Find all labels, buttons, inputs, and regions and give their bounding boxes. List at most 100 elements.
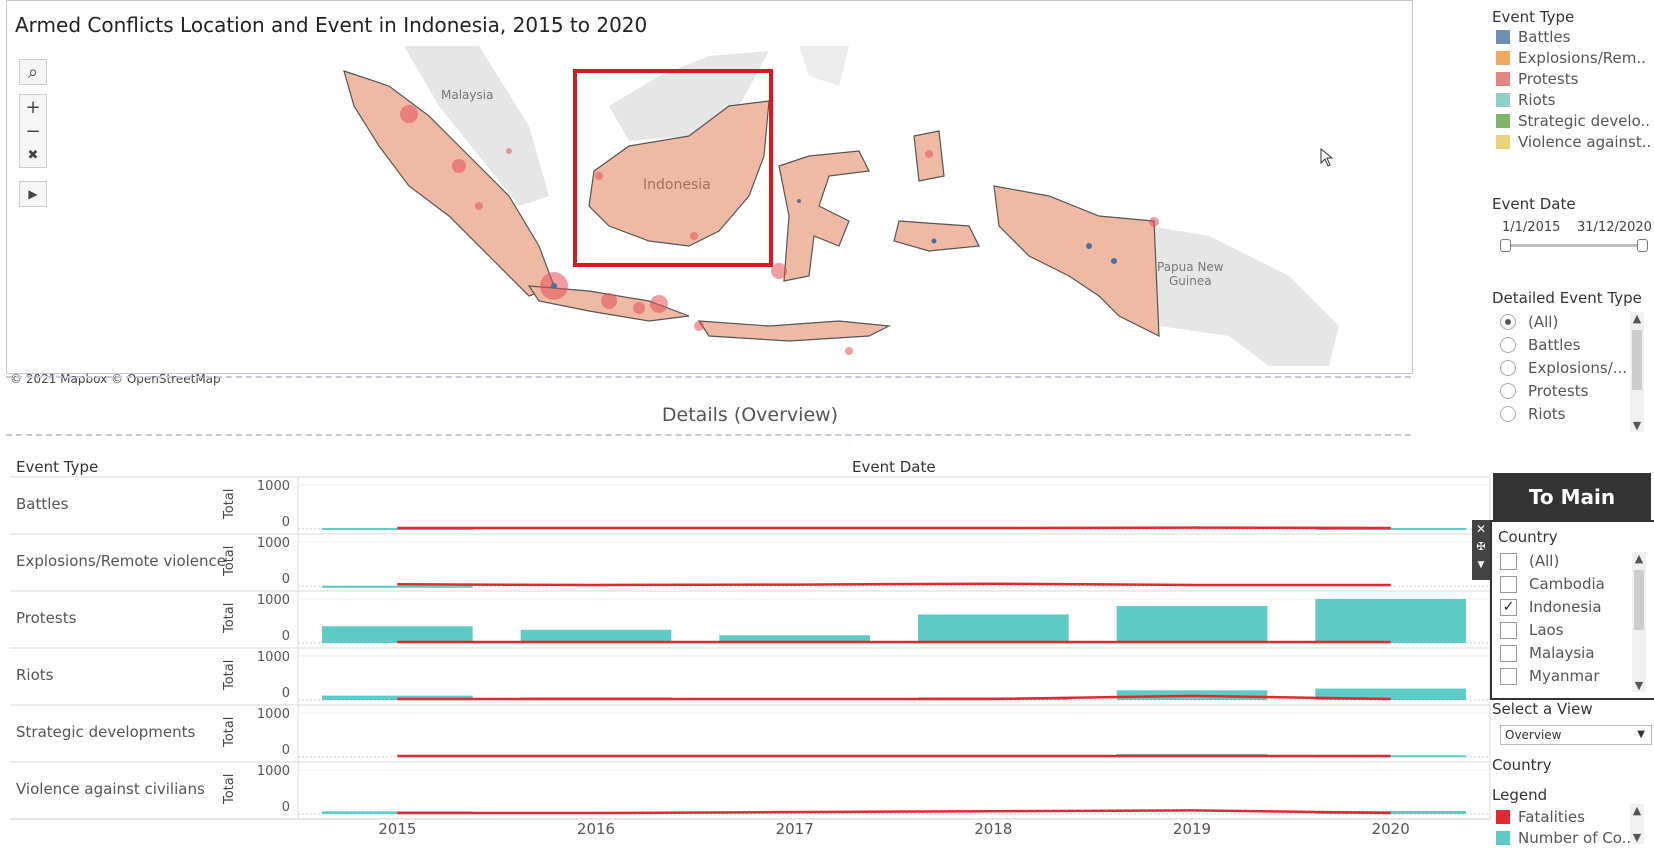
legend-item-event-type[interactable]: Protests [1496, 70, 1578, 88]
legend-item-label: Number of Co.. [1518, 829, 1632, 847]
detailed-option[interactable]: Riots [1500, 405, 1565, 423]
select-view-title: Select a View [1492, 700, 1593, 718]
search-icon[interactable]: ⌕ [27, 61, 39, 83]
scroll-thumb[interactable] [1634, 570, 1644, 630]
detailed-option[interactable]: (All) [1500, 313, 1558, 331]
detailed-option-label: Riots [1528, 405, 1566, 423]
country-option[interactable]: Malaysia [1500, 644, 1595, 662]
checkbox[interactable] [1500, 667, 1517, 685]
pin-icon[interactable]: ✠ [1476, 540, 1486, 553]
zoom-in-icon[interactable]: + [25, 96, 41, 118]
y-tick-label: 0 [281, 743, 290, 758]
close-icon[interactable]: ✕ [1475, 522, 1487, 536]
detailed-option-label: (All) [1528, 313, 1559, 331]
zoom-out-icon[interactable]: − [25, 120, 41, 142]
legend-item-event-type[interactable]: Riots [1496, 91, 1555, 109]
checkbox[interactable]: ✓ [1500, 598, 1517, 616]
country-option[interactable]: Myanmar [1500, 667, 1600, 685]
date-start: 1/1/2015 [1502, 220, 1561, 235]
y-axis-label: Total [222, 488, 237, 519]
radio-button[interactable] [1500, 314, 1516, 330]
y-axis-label: Total [222, 659, 237, 690]
y-tick-label: 0 [281, 572, 290, 587]
checkbox[interactable] [1500, 552, 1517, 570]
map-label-png-line1: Papua New [1157, 260, 1224, 274]
country-scrollbar[interactable]: ▲ ▼ [1632, 552, 1646, 692]
select-view-dropdown[interactable]: Overview ▼ [1500, 725, 1652, 745]
scroll-thumb[interactable] [1632, 330, 1642, 390]
country-option[interactable]: Cambodia [1500, 575, 1605, 593]
legend-item-event-type[interactable]: Strategic develo.. [1496, 112, 1650, 130]
chart-header-event-type: Event Type [16, 458, 99, 476]
detailed-option[interactable]: Battles [1500, 336, 1580, 354]
map-panel[interactable]: Armed Conflicts Location and Event in In… [6, 0, 1413, 374]
country-filter-title: Country [1498, 528, 1558, 546]
fatalities-line [397, 582, 1391, 587]
mouse-cursor-icon [1320, 148, 1334, 167]
map-label-png: Papua New Guinea [1157, 260, 1224, 288]
detailed-event-type-title: Detailed Event Type [1492, 289, 1642, 307]
select-view-value: Overview [1505, 728, 1562, 742]
y-axis-label: Total [222, 773, 237, 804]
y-axis-label: Total [222, 716, 237, 747]
radio-button[interactable] [1500, 383, 1516, 399]
country-label: Country [1492, 756, 1552, 774]
country-option[interactable]: Laos [1500, 621, 1564, 639]
detailed-scrollbar[interactable]: ▲ ▼ [1630, 312, 1644, 432]
country-option-label: Indonesia [1529, 598, 1602, 616]
legend-item-event-type[interactable]: Explosions/Rem.. [1496, 49, 1646, 67]
checkbox[interactable] [1500, 644, 1517, 662]
scroll-down-icon[interactable]: ▼ [1632, 831, 1642, 844]
detailed-option[interactable]: Explosions/... [1500, 359, 1627, 377]
bar [1116, 606, 1268, 643]
chevron-down-icon[interactable]: ▼ [1477, 560, 1485, 570]
scroll-up-icon[interactable]: ▲ [1632, 312, 1642, 325]
country-option[interactable]: ✓ Indonesia [1500, 598, 1602, 616]
y-tick-label: 1000 [256, 764, 290, 779]
play-icon[interactable]: ▶ [28, 187, 38, 201]
map-play-control[interactable]: ▶ [19, 181, 47, 207]
radio-button[interactable] [1500, 360, 1516, 376]
legend-item-event-type[interactable]: Violence against.. [1496, 133, 1651, 151]
fatalities-line [397, 694, 1391, 701]
legend-item[interactable]: Number of Co.. [1496, 829, 1631, 847]
scroll-up-icon[interactable]: ▲ [1632, 804, 1642, 817]
legend-item-label: Explosions/Rem.. [1518, 49, 1646, 67]
legend-scrollbar[interactable]: ▲ ▼ [1630, 804, 1644, 844]
scroll-down-icon[interactable]: ▼ [1632, 419, 1642, 432]
map-canvas[interactable]: Malaysia Indonesia Papua New Guinea [9, 46, 1409, 366]
x-tick-label: 2018 [974, 820, 1013, 838]
maluku [893, 220, 980, 252]
divider [6, 376, 1411, 378]
legend-item-event-type[interactable]: Battles [1496, 28, 1570, 46]
date-slider-end-handle[interactable] [1637, 239, 1648, 252]
chevron-down-icon[interactable]: ▼ [1637, 729, 1645, 740]
pin-reset-icon[interactable]: ✖ [27, 147, 39, 163]
legend-item[interactable]: Fatalities [1496, 808, 1585, 826]
nusa-tenggara [697, 320, 892, 342]
country-option-label: Cambodia [1529, 575, 1605, 593]
png-gray [1149, 226, 1339, 366]
y-tick-label: 1000 [256, 479, 290, 494]
bar [918, 614, 1069, 643]
y-tick-label: 0 [281, 686, 290, 701]
checkbox[interactable] [1500, 621, 1517, 639]
radio-button[interactable] [1500, 337, 1516, 353]
map-search-control[interactable]: ⌕ [19, 59, 47, 85]
date-slider-track[interactable] [1504, 244, 1644, 247]
color-swatch [1496, 93, 1510, 107]
country-option-label: (All) [1529, 552, 1560, 570]
scroll-up-icon[interactable]: ▲ [1634, 552, 1644, 565]
y-axis-label: Total [222, 545, 237, 576]
map-zoom-controls: + − ✖ [19, 94, 47, 168]
row-label: Protests [16, 609, 77, 627]
detailed-option[interactable]: Protests [1500, 382, 1588, 400]
scroll-down-icon[interactable]: ▼ [1634, 679, 1644, 692]
bar [1315, 688, 1466, 700]
country-option[interactable]: (All) [1500, 552, 1559, 570]
checkbox[interactable] [1500, 575, 1517, 593]
to-main-button[interactable]: To Main [1493, 473, 1651, 520]
date-slider-start-handle[interactable] [1500, 239, 1511, 252]
radio-button[interactable] [1500, 406, 1516, 422]
